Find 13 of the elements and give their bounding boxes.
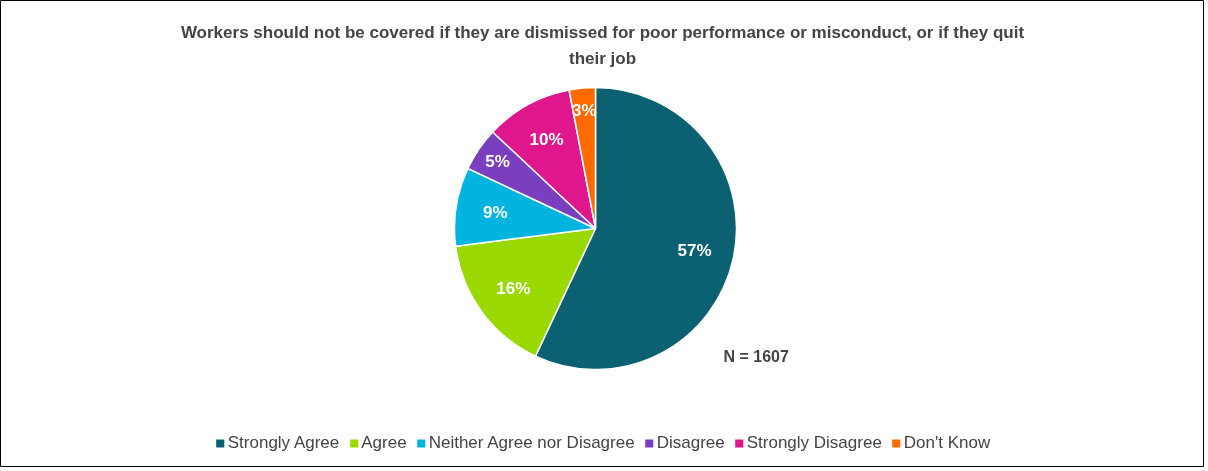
legend-label: Disagree bbox=[656, 433, 725, 453]
data-label: 9% bbox=[482, 203, 508, 223]
legend-label: Agree bbox=[361, 433, 407, 453]
text: N = 1607 bbox=[723, 348, 789, 365]
data-label: 57% bbox=[677, 241, 712, 261]
chart-title: Workers should not be covered if they are dismissed for poor performance or misconduct, or if they quit their job bbox=[180, 23, 1025, 68]
legend-label: Strongly Disagree bbox=[746, 433, 882, 453]
data-label: 5% bbox=[485, 152, 510, 172]
legend-label: Don't Know bbox=[903, 433, 991, 453]
legend-label: Strongly Agree bbox=[227, 433, 340, 453]
legend-label: Neither Agree nor Disagree bbox=[428, 433, 635, 453]
data-label: 16% bbox=[496, 278, 531, 298]
data-label: 10% bbox=[529, 130, 564, 150]
